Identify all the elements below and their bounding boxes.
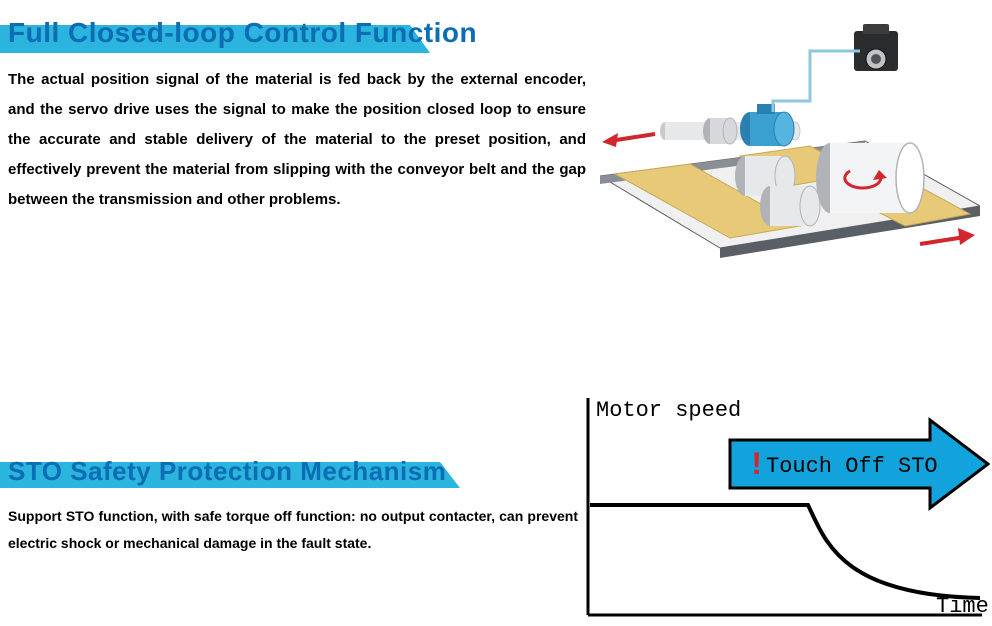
section1: Full Closed-loop Control Function The ac… [8,15,598,215]
camera-encoder [854,24,898,71]
section2-heading: STO Safety Protection Mechanism [8,454,446,489]
figure-conveyor [600,16,980,286]
section2: STO Safety Protection Mechanism Support … [8,454,598,556]
arrow-text: Touch Off STO [766,454,938,479]
section1-heading: Full Closed-loop Control Function [8,15,477,51]
figure-sto-chart: Motor speed Time ! Touch Off STO [580,390,990,626]
flow-arrow-left [602,133,655,147]
motor [660,104,800,146]
y-axis-label: Motor speed [596,398,741,423]
touch-off-arrow: ! Touch Off STO [730,420,988,508]
camera-wire [773,51,860,112]
speed-curve [590,505,980,598]
flow-arrow-right [920,228,975,245]
exclaim-icon: ! [747,447,766,484]
section2-body: Support STO function, with safe torque o… [8,503,578,556]
section1-body: The actual position signal of the materi… [8,65,586,215]
big-roller [816,143,924,213]
